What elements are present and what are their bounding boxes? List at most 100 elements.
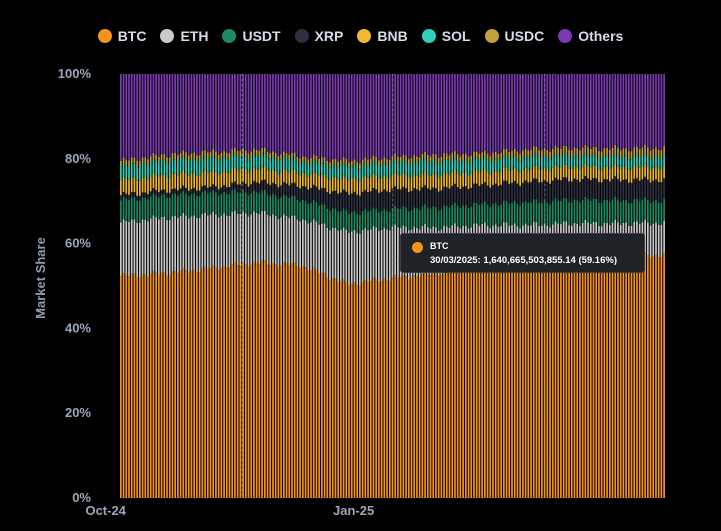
- bar-segment-xrp: [386, 191, 388, 211]
- bar-segment-usdt: [638, 201, 641, 224]
- bar-segment-others: [464, 74, 467, 154]
- bar-segment-others: [244, 74, 247, 151]
- bar-segment-usdc: [416, 156, 418, 163]
- bar-segment-bnb: [388, 178, 391, 193]
- bar-segment-xrp: [261, 180, 263, 191]
- bar-segment-eth: [206, 215, 209, 269]
- bar-segment-others: [418, 74, 421, 158]
- bar-segment-usdt: [508, 203, 511, 226]
- bar-segment-bnb: [467, 175, 470, 190]
- bar-segment-sol: [579, 158, 581, 170]
- bar-segment-others: [250, 74, 253, 152]
- tooltip-value: 30/03/2025: 1,640,665,503,855.14 (59.16%…: [430, 255, 617, 266]
- bar-segment-bnb: [497, 172, 500, 186]
- bar-segment-bnb: [141, 177, 144, 193]
- bar-segment-usdt: [614, 196, 617, 220]
- bar-segment-usdt: [492, 204, 494, 226]
- bar-segment-usdc: [231, 148, 234, 155]
- bar-segment-btc: [378, 282, 380, 498]
- bar-segment-others: [350, 74, 353, 161]
- bar-segment-bnb: [296, 173, 299, 187]
- legend-item-usdt[interactable]: USDT: [222, 28, 281, 44]
- legend-item-bnb[interactable]: BNB: [357, 28, 408, 44]
- bar-segment-others: [364, 74, 367, 158]
- bar-segment-xrp: [584, 176, 587, 197]
- bar-segment-bnb: [494, 170, 497, 184]
- bar-segment-usdc: [342, 157, 345, 163]
- bar-segment-btc: [182, 267, 185, 498]
- bar-segment-usdc: [486, 153, 489, 161]
- bar-segment-xrp: [225, 186, 228, 194]
- bar-segment-others: [500, 74, 502, 153]
- bar-segment-btc: [568, 263, 570, 498]
- bar-segment-btc: [541, 263, 543, 498]
- bar-segment-bnb: [250, 170, 253, 185]
- bar-segment-usdt: [543, 200, 546, 224]
- bar-segment-others: [470, 74, 473, 156]
- bar-segment-btc: [652, 256, 655, 498]
- bar-segment-bnb: [462, 172, 464, 187]
- bar-segment-btc: [410, 278, 413, 498]
- bar-segment-xrp: [206, 187, 209, 194]
- bar-segment-usdc: [280, 154, 282, 160]
- stacked-bars: [120, 74, 665, 498]
- legend-item-others[interactable]: Others: [558, 28, 623, 44]
- bar-segment-others: [448, 74, 451, 156]
- bar-segment-bnb: [486, 171, 489, 186]
- bar-segment-usdc: [206, 152, 209, 159]
- bar-segment-bnb: [255, 168, 258, 183]
- bar-segment-xrp: [589, 180, 592, 201]
- bar-segment-usdt: [258, 193, 261, 215]
- bar-segment-usdc: [459, 156, 462, 163]
- bar-segment-sol: [302, 161, 304, 173]
- bar-segment-btc: [310, 269, 312, 498]
- bar-segment-usdt: [627, 203, 630, 226]
- bar-segment-eth: [228, 215, 231, 268]
- bar-segment-btc: [440, 274, 443, 498]
- bar-segment-usdt: [209, 192, 212, 215]
- bar-segment-bnb: [519, 173, 521, 186]
- bar-segment-eth: [144, 219, 147, 275]
- legend-item-sol[interactable]: SOL: [421, 28, 471, 44]
- bar-segment-others: [511, 74, 513, 151]
- bar-segment-usdc: [201, 151, 204, 158]
- bar-segment-others: [549, 74, 551, 153]
- legend-item-xrp[interactable]: XRP: [294, 28, 343, 44]
- bar-segment-usdc: [228, 152, 231, 159]
- bar-segment-sol: [625, 155, 627, 167]
- bar-segment-usdc: [174, 152, 177, 159]
- bar-segment-bnb: [636, 165, 638, 179]
- bar-segment-btc: [296, 266, 299, 498]
- bar-segment-btc: [277, 267, 280, 498]
- bar-segment-eth: [158, 219, 160, 275]
- bar-segment-btc: [312, 267, 315, 498]
- bar-segment-xrp: [611, 179, 614, 200]
- bar-segment-xrp: [345, 191, 348, 211]
- bar-segment-xrp: [356, 194, 359, 214]
- bar-segment-sol: [633, 155, 636, 166]
- bar-segment-sol: [163, 159, 166, 175]
- bar-segment-sol: [595, 154, 598, 166]
- bar-segment-others: [204, 74, 206, 151]
- legend-item-eth[interactable]: ETH: [160, 28, 208, 44]
- bar-segment-bnb: [484, 168, 486, 183]
- bar-segment-btc: [432, 272, 435, 498]
- bar-segment-others: [187, 74, 190, 156]
- bar-segment-btc: [475, 260, 478, 498]
- legend-item-btc[interactable]: BTC: [97, 28, 146, 44]
- bar-segment-xrp: [530, 182, 532, 203]
- legend-item-usdc[interactable]: USDC: [484, 28, 544, 44]
- bar-segment-usdc: [120, 160, 122, 167]
- bar-segment-btc: [464, 265, 467, 498]
- bar-segment-eth: [120, 222, 122, 277]
- bar-segment-usdt: [584, 196, 587, 220]
- bar-segment-sol: [255, 155, 258, 169]
- bar-segment-bnb: [274, 170, 277, 185]
- bar-segment-btc: [144, 274, 147, 498]
- bar-segment-usdt: [649, 202, 652, 226]
- bar-segment-btc: [595, 257, 598, 498]
- bar-segment-others: [443, 74, 445, 153]
- bar-segment-bnb: [391, 174, 394, 189]
- bar-segment-bnb: [272, 169, 274, 183]
- bar-segment-usdc: [530, 149, 532, 158]
